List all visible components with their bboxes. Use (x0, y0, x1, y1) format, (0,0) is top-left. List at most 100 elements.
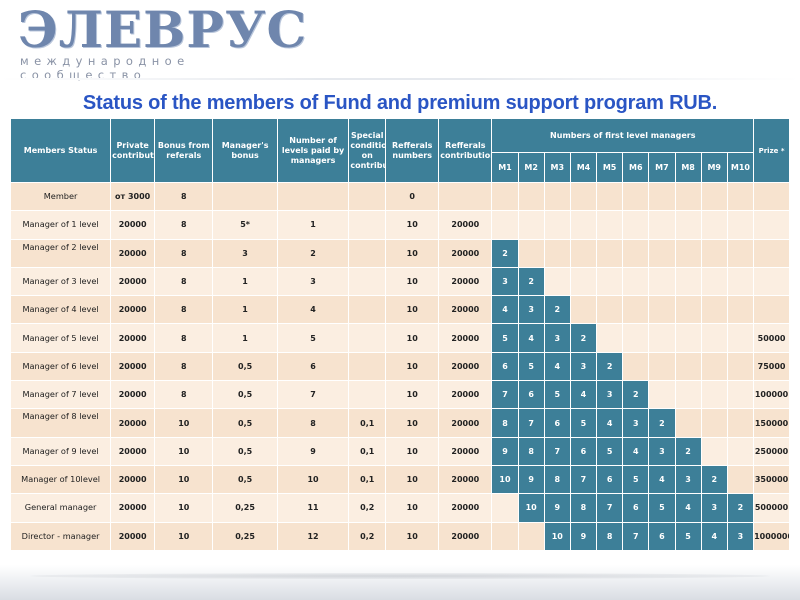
manager-count-cell: 5 (674, 521, 702, 551)
manager-count-cell: 7 (517, 408, 545, 438)
manager-count-cell (648, 351, 676, 382)
managers-bonus-cell (212, 181, 278, 212)
table-row: Manager of 2 level 20000 8 3 2 10 20000 2 (9, 238, 790, 268)
status-cell: Manager of 2 level (9, 238, 112, 268)
refferals-numbers-cell: 10 (385, 266, 440, 297)
manager-count-cell (648, 295, 676, 325)
manager-count-cell (596, 266, 624, 297)
manager-count-cell: 9 (491, 436, 519, 466)
special-conditions-cell (348, 210, 387, 240)
prize-cell (753, 295, 790, 325)
header-levels-paid: Number of levels paid by managers (276, 118, 350, 183)
header-m9: M9 (700, 152, 728, 183)
managers-bonus-cell: 0,25 (212, 521, 278, 551)
refferals-contributions-cell (438, 181, 493, 212)
manager-count-cell: 7 (622, 521, 650, 551)
bonus-cell: 8 (154, 323, 214, 353)
refferals-numbers-cell: 10 (385, 521, 440, 551)
manager-count-cell: 8 (543, 464, 571, 495)
prize-cell: 75000 (753, 351, 790, 382)
special-conditions-cell (348, 380, 387, 410)
manager-count-cell: 2 (517, 266, 545, 297)
manager-count-cell (674, 181, 702, 212)
manager-count-cell: 3 (648, 436, 676, 466)
table-row: General manager 20000 10 0,25 11 0,2 10 20000 10… (9, 493, 790, 523)
levels-cell: 11 (276, 493, 350, 523)
manager-count-cell (569, 181, 598, 212)
manager-count-cell (596, 181, 624, 212)
private-contribution-cell: 20000 (110, 266, 156, 297)
manager-count-cell (648, 380, 676, 410)
table-row: Manager of 9 level 20000 10 0,5 9 0,1 10 20000 9… (9, 436, 790, 466)
manager-count-cell (543, 210, 571, 240)
manager-count-cell: 8 (517, 436, 545, 466)
levels-cell: 6 (276, 351, 350, 382)
manager-count-cell (622, 295, 650, 325)
managers-bonus-cell: 0,5 (212, 436, 278, 466)
manager-count-cell: 7 (569, 464, 598, 495)
status-cell: Manager of 7 level (9, 380, 112, 410)
bonus-cell: 8 (154, 238, 214, 268)
manager-count-cell (700, 295, 728, 325)
managers-bonus-cell: 0,5 (212, 380, 278, 410)
manager-count-cell (491, 521, 519, 551)
status-cell: General manager (9, 493, 112, 523)
manager-count-cell: 3 (543, 323, 571, 353)
private-contribution-cell: 20000 (110, 380, 156, 410)
logo: ЭЛЕВРУС международное сообщество (18, 4, 306, 83)
prize-cell: 150000 (753, 408, 790, 438)
manager-count-cell: 3 (674, 464, 702, 495)
private-contribution-cell: 20000 (110, 436, 156, 466)
status-cell: Manager of 4 level (9, 295, 112, 325)
header-m5: M5 (596, 152, 624, 183)
bonus-cell: 8 (154, 266, 214, 297)
manager-count-cell: 2 (674, 436, 702, 466)
levels-cell: 7 (276, 380, 350, 410)
manager-count-cell: 6 (569, 436, 598, 466)
header-m2: M2 (517, 152, 545, 183)
manager-count-cell (674, 238, 702, 268)
header-m3: M3 (543, 152, 571, 183)
table-row: Director - manager 20000 10 0,25 12 0,2 10 2000… (9, 521, 790, 551)
manager-count-cell: 4 (517, 323, 545, 353)
refferals-contributions-cell: 20000 (438, 493, 493, 523)
prize-cell: 500000 (753, 493, 790, 523)
bonus-cell: 8 (154, 181, 214, 212)
manager-count-cell (517, 210, 545, 240)
manager-count-cell (674, 210, 702, 240)
page-title: Status of the members of Fund and premiu… (82, 92, 718, 114)
private-contribution-cell: 20000 (110, 493, 156, 523)
manager-count-cell (569, 266, 598, 297)
refferals-contributions-cell: 20000 (438, 210, 493, 240)
manager-count-cell: 3 (726, 521, 755, 551)
manager-count-cell: 10 (543, 521, 571, 551)
special-conditions-cell: 0,2 (348, 521, 387, 551)
manager-count-cell: 2 (596, 351, 624, 382)
manager-count-cell: 10 (517, 493, 545, 523)
prize-cell (753, 238, 790, 268)
levels-cell: 10 (276, 464, 350, 495)
levels-cell: 4 (276, 295, 350, 325)
refferals-numbers-cell: 10 (385, 464, 440, 495)
manager-count-cell: 4 (596, 408, 624, 438)
table-row: Manager of 6 level 20000 8 0,5 6 10 20000 6 5 4 3 2… (9, 351, 790, 382)
special-conditions-cell (348, 295, 387, 325)
manager-count-cell: 5 (517, 351, 545, 382)
manager-count-cell (491, 210, 519, 240)
refferals-contributions-cell: 20000 (438, 521, 493, 551)
manager-count-cell (674, 295, 702, 325)
manager-count-cell: 6 (491, 351, 519, 382)
manager-count-cell (726, 238, 755, 268)
manager-count-cell: 7 (491, 380, 519, 410)
levels-cell: 2 (276, 238, 350, 268)
manager-count-cell: 2 (543, 295, 571, 325)
levels-cell: 3 (276, 266, 350, 297)
manager-count-cell (726, 181, 755, 212)
manager-count-cell: 6 (622, 493, 650, 523)
manager-count-cell: 2 (648, 408, 676, 438)
refferals-numbers-cell: 10 (385, 210, 440, 240)
manager-count-cell (491, 181, 519, 212)
manager-count-cell: 2 (491, 238, 519, 268)
special-conditions-cell (348, 323, 387, 353)
table-row: Manager of 5 level 20000 8 1 5 10 20000 5 4 3 2 500… (9, 323, 790, 353)
